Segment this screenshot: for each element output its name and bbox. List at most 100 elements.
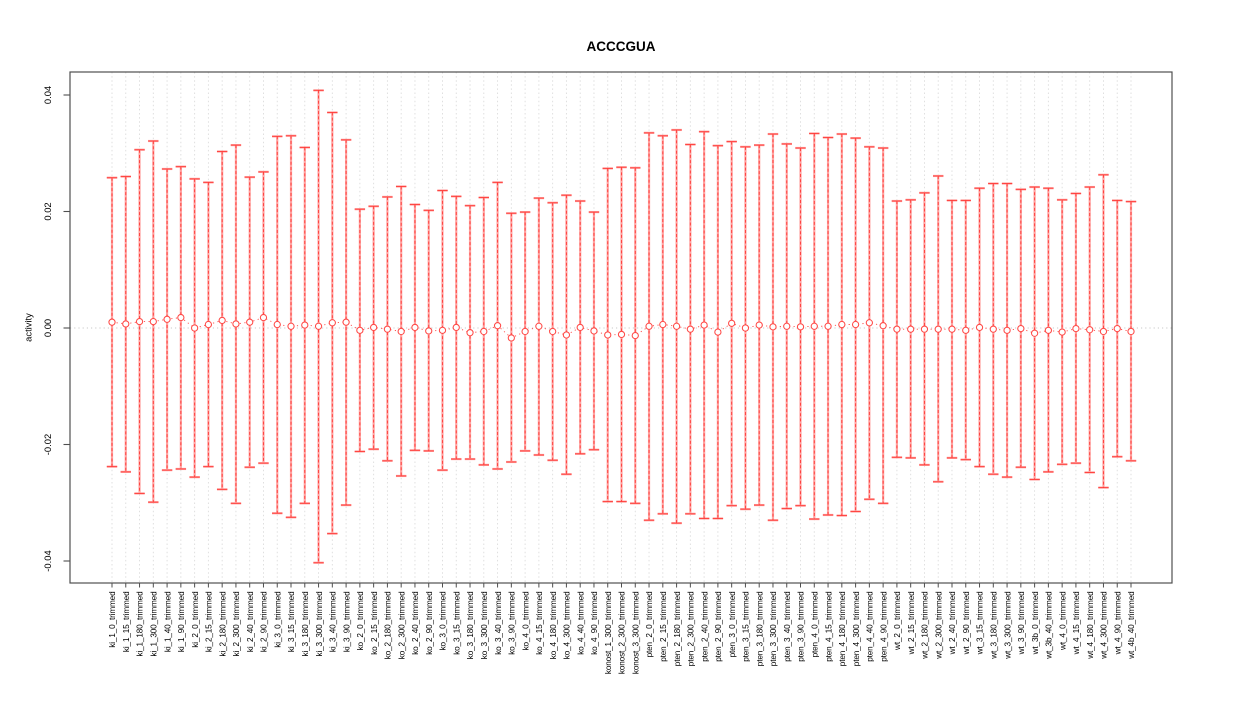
y-tick-label: -0.02 bbox=[42, 434, 53, 455]
center-point-ko_4_90_trimmed bbox=[590, 327, 598, 335]
center-point-ki_3_90_trimmed bbox=[342, 318, 350, 326]
x-label-ko_2_180_trimmed: ko_2_180_trimmed bbox=[384, 591, 393, 659]
center-point-ki_3_300_trimmed bbox=[314, 322, 323, 330]
x-label-ko_3_40_trimmed: ko_3_40_trimmed bbox=[494, 591, 503, 655]
x-label-ki_1_0_trimmed: ki_1_0_trimmed bbox=[108, 591, 117, 648]
x-label-wt_3_300_trimmed: wt_3_300_trimmed bbox=[1003, 591, 1012, 660]
center-point-ko_3_180_trimmed bbox=[466, 329, 474, 337]
x-label-ko_2_300_trimmed: ko_2_300_trimmed bbox=[397, 591, 406, 659]
center-point-ki_2_0_trimmed bbox=[190, 324, 199, 332]
center-point-wt_4_300_trimmed bbox=[1099, 327, 1108, 336]
x-label-wt_4_180_trimmed: wt_4_180_trimmed bbox=[1086, 591, 1095, 660]
center-point-pten_4_300_trimmed bbox=[851, 320, 860, 329]
center-point-wt_4_180_trimmed bbox=[1086, 326, 1094, 334]
center-point-ko_2_180_trimmed bbox=[383, 325, 392, 333]
x-label-pten_2_300_trimmed: pten_2_300_trimmed bbox=[687, 591, 696, 666]
center-point-ki_3_180_trimmed bbox=[301, 321, 309, 329]
center-point-konost_1_300_trimmed bbox=[604, 331, 612, 339]
x-label-ko_3_180_trimmed: ko_3_180_trimmed bbox=[466, 591, 475, 659]
x-label-ki_2_15_trimmed: ki_2_15_trimmed bbox=[205, 591, 214, 652]
center-point-wt_2_180_trimmed bbox=[920, 325, 929, 333]
center-point-wt_3_90_trimmed bbox=[1017, 324, 1025, 333]
center-point-ko_3_40_trimmed bbox=[493, 322, 502, 330]
center-point-pten_3_300_trimmed bbox=[769, 323, 777, 331]
center-point-ko_2_300_trimmed bbox=[397, 327, 405, 336]
center-point-ki_1_90_trimmed bbox=[177, 313, 185, 322]
center-point-wt_2_90_trimmed bbox=[962, 326, 970, 334]
center-point-wt_3b_40_trimmed bbox=[1044, 326, 1053, 334]
x-label-wt_2_180_trimmed: wt_2_180_trimmed bbox=[921, 591, 930, 660]
x-label-wt_2_90_trimmed: wt_2_90_trimmed bbox=[962, 591, 971, 655]
x-label-ko_3_300_trimmed: ko_3_300_trimmed bbox=[480, 591, 489, 659]
center-point-ki_1_180_trimmed bbox=[135, 317, 144, 326]
center-point-pten_2_90_trimmed bbox=[714, 328, 722, 336]
x-label-pten_4_0_trimmed: pten_4_0_trimmed bbox=[810, 591, 819, 657]
x-label-ki_3_180_trimmed: ki_3_180_trimmed bbox=[301, 591, 310, 657]
x-label-ko_4_0_trimmed: ko_4_0_trimmed bbox=[521, 591, 530, 650]
x-label-ki_1_90_trimmed: ki_1_90_trimmed bbox=[177, 591, 186, 652]
x-label-ki_2_180_trimmed: ki_2_180_trimmed bbox=[218, 591, 227, 657]
x-label-ko_4_40_trimmed: ko_4_40_trimmed bbox=[576, 591, 585, 655]
center-point-ki_3_15_trimmed bbox=[287, 322, 295, 330]
x-label-wt_4_0_trimmed: wt_4_0_trimmed bbox=[1058, 591, 1067, 651]
center-point-pten_3_180_trimmed bbox=[755, 321, 763, 329]
x-label-ko_4_180_trimmed: ko_4_180_trimmed bbox=[549, 591, 558, 659]
center-point-wt_2_40_trimmed bbox=[948, 325, 956, 333]
center-point-ki_2_40_trimmed bbox=[246, 318, 254, 326]
x-label-pten_4_300_trimmed: pten_4_300_trimmed bbox=[852, 591, 861, 666]
x-label-ki_2_0_trimmed: ki_2_0_trimmed bbox=[191, 591, 200, 648]
x-label-pten_2_40_trimmed: pten_2_40_trimmed bbox=[700, 591, 709, 662]
center-point-ki_2_15_trimmed bbox=[204, 320, 213, 329]
center-point-konost_3_300_trimmed bbox=[631, 331, 639, 340]
center-point-konost_2_300_trimmed bbox=[617, 330, 626, 339]
center-point-ko_3_90_trimmed bbox=[507, 334, 515, 342]
center-point-pten_4_40_trimmed bbox=[865, 319, 873, 327]
center-point-ko_4_0_trimmed bbox=[521, 327, 529, 336]
center-point-pten_2_300_trimmed bbox=[686, 325, 694, 333]
x-axis-labels: ki_1_0_trimmed ki_1_15_trimmed ki_1_180_tr… bbox=[108, 591, 1136, 674]
center-point-pten_4_0_trimmed bbox=[810, 322, 818, 330]
x-label-pten_4_90_trimmed: pten_4_90_trimmed bbox=[879, 591, 888, 662]
center-point-pten_3_90_trimmed bbox=[796, 323, 805, 331]
center-point-wt_4_0_trimmed bbox=[1058, 328, 1066, 336]
x-label-ki_1_300_trimmed: ki_1_300_trimmed bbox=[150, 591, 159, 657]
center-point-ko_3_300_trimmed bbox=[480, 327, 488, 336]
x-label-ko_2_15_trimmed: ko_2_15_trimmed bbox=[370, 591, 379, 655]
center-point-wt_2_0_trimmed bbox=[893, 325, 901, 333]
x-label-ki_1_15_trimmed: ki_1_15_trimmed bbox=[122, 591, 131, 652]
x-label-ki_2_40_trimmed: ki_2_40_trimmed bbox=[246, 591, 255, 652]
x-label-wt_3b_0_trimmed: wt_3b_0_trimmed bbox=[1031, 591, 1040, 655]
center-point-pten_4_15_trimmed bbox=[824, 322, 832, 330]
center-point-ko_2_0_trimmed bbox=[356, 326, 364, 334]
center-point-wt_2_300_trimmed bbox=[934, 325, 942, 333]
center-point-wt_4_15_trimmed bbox=[1072, 324, 1080, 333]
x-label-pten_4_180_trimmed: pten_4_180_trimmed bbox=[838, 591, 847, 666]
x-label-wt_3_180_trimmed: wt_3_180_trimmed bbox=[989, 591, 998, 660]
x-label-konost_3_300_trimmed: konost_3_300_trimmed bbox=[631, 591, 640, 674]
x-label-ki_3_300_trimmed: ki_3_300_trimmed bbox=[315, 591, 324, 657]
x-label-wt_2_15_trimmed: wt_2_15_trimmed bbox=[907, 591, 916, 655]
center-point-wt_4_90_trimmed bbox=[1113, 324, 1121, 333]
center-point-pten_2_40_trimmed bbox=[700, 321, 708, 329]
x-label-wt_2_300_trimmed: wt_2_300_trimmed bbox=[934, 591, 943, 660]
x-label-wt_4_90_trimmed: wt_4_90_trimmed bbox=[1113, 591, 1122, 655]
center-point-ko_4_300_trimmed bbox=[562, 331, 571, 339]
x-label-pten_3_0_trimmed: pten_3_0_trimmed bbox=[728, 591, 737, 657]
center-point-wt_3_300_trimmed bbox=[1003, 326, 1011, 334]
center-point-ki_1_15_trimmed bbox=[122, 320, 130, 328]
center-point-ko_4_40_trimmed bbox=[576, 323, 584, 332]
x-label-pten_3_90_trimmed: pten_3_90_trimmed bbox=[797, 591, 806, 662]
center-points bbox=[108, 313, 1135, 342]
x-label-pten_2_180_trimmed: pten_2_180_trimmed bbox=[673, 591, 682, 666]
center-point-wt_3_180_trimmed bbox=[989, 325, 997, 333]
y-tick-label: 0.02 bbox=[42, 202, 53, 220]
chart-title: ACCCGUA bbox=[587, 39, 656, 54]
x-label-wt_3_90_trimmed: wt_3_90_trimmed bbox=[1017, 591, 1026, 655]
x-label-ko_2_90_trimmed: ko_2_90_trimmed bbox=[425, 591, 434, 655]
x-label-ko_3_0_trimmed: ko_3_0_trimmed bbox=[439, 591, 448, 650]
x-label-konost_2_300_trimmed: konost_2_300_trimmed bbox=[618, 591, 627, 674]
center-point-ki_1_0_trimmed bbox=[108, 318, 116, 326]
x-label-wt_4b_40_trimmed: wt_4b_40_trimmed bbox=[1127, 591, 1136, 660]
